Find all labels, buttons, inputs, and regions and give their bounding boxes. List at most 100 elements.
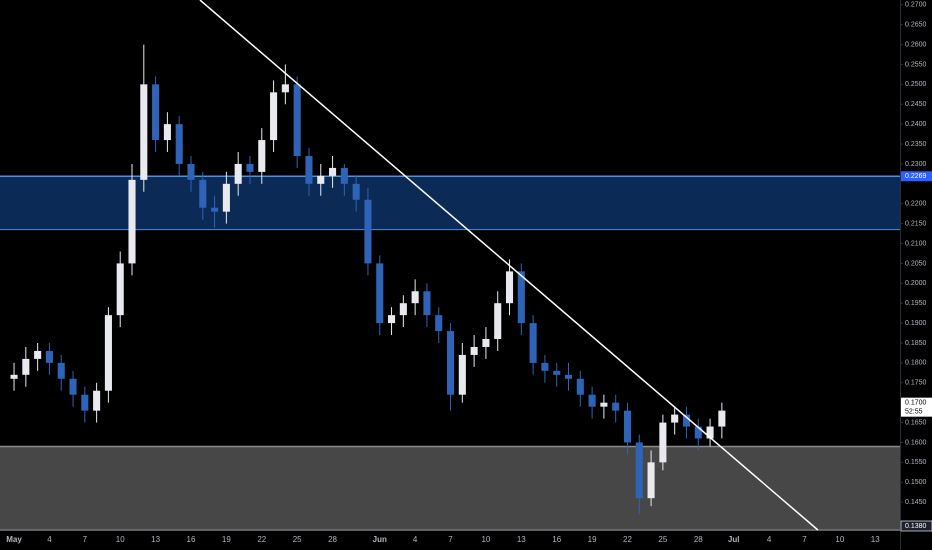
candle-body (364, 199, 372, 264)
y-tick-label: 0.1600 (905, 439, 927, 446)
candle-body (494, 303, 502, 340)
x-tick-label: 4 (767, 535, 772, 544)
y-tick-label: 0.2000 (905, 280, 927, 287)
candle-body (329, 167, 337, 176)
y-tick-label: 0.2050 (905, 260, 927, 267)
x-tick-label: May (6, 535, 22, 544)
candle-body (517, 271, 525, 324)
candle-body (564, 374, 573, 379)
candle-body (34, 350, 42, 359)
candle-body (234, 163, 242, 184)
candle-body (671, 414, 679, 423)
candle-body (600, 402, 608, 407)
candle-body (270, 92, 278, 141)
candle-body (458, 354, 466, 395)
x-tick-label: 25 (293, 535, 302, 544)
candle-body (470, 346, 478, 355)
candle-body (446, 331, 455, 395)
y-tick-label: 0.1900 (905, 320, 927, 327)
y-tick-label: 0.2350 (905, 141, 927, 148)
candle-body (659, 422, 667, 463)
bottom-price-label: 0.1380 (905, 523, 927, 530)
y-tick-label: 0.1500 (905, 479, 927, 486)
candle-body (187, 163, 195, 180)
y-tick-label: 0.2300 (905, 161, 927, 168)
trend-line (199, 0, 819, 531)
y-tick-label: 0.1950 (905, 300, 927, 307)
candle-body (140, 84, 148, 180)
candle-body (541, 362, 549, 371)
candle-body (93, 390, 101, 411)
x-tick-label: 28 (328, 535, 337, 544)
candle-body (423, 291, 431, 316)
y-tick-label: 0.2550 (905, 61, 927, 68)
candle-body (352, 183, 360, 200)
x-tick-label: 22 (257, 535, 266, 544)
countdown-label: 52:55 (905, 409, 923, 416)
y-tick-label: 0.1850 (905, 340, 927, 347)
y-tick-label: 0.2600 (905, 41, 927, 48)
zone (0, 446, 900, 530)
y-tick-label: 0.2450 (905, 101, 927, 108)
x-tick-label: 13 (517, 535, 526, 544)
y-tick-label: 0.2650 (905, 22, 927, 29)
y-tick-label: 0.2100 (905, 240, 927, 247)
candle-body (505, 271, 514, 304)
candle-body (576, 378, 584, 395)
y-tick-label: 0.2150 (905, 220, 927, 227)
candle-body (246, 163, 254, 172)
candle-body (152, 84, 160, 141)
candle-body (175, 124, 183, 164)
x-tick-label: 16 (552, 535, 561, 544)
x-tick-label: 10 (116, 535, 125, 544)
candle-body (281, 84, 289, 93)
last-price-box (901, 397, 932, 417)
x-tick-label: Jun (373, 535, 387, 544)
x-tick-label: 19 (588, 535, 597, 544)
x-tick-label: 7 (83, 535, 88, 544)
x-tick-label: 13 (151, 535, 160, 544)
y-tick-label: 0.1800 (905, 360, 927, 367)
bottom-price-box (900, 520, 932, 532)
x-tick-label: 4 (47, 535, 52, 544)
zone-price-label: 0.2269 (905, 173, 927, 180)
x-tick-label: 13 (871, 535, 880, 544)
candle-body (57, 362, 65, 379)
candle-body (293, 84, 301, 156)
candle-body (435, 315, 443, 332)
candle-body (10, 374, 18, 379)
y-tick-label: 0.1650 (905, 419, 927, 426)
candle-body (222, 183, 230, 212)
candle-body (635, 442, 643, 499)
candle-body (81, 394, 89, 411)
candle-body (199, 179, 207, 208)
x-tick-label: 16 (187, 535, 196, 544)
x-tick-label: 22 (623, 535, 632, 544)
candle-body (116, 263, 124, 316)
candle-body (529, 323, 537, 363)
x-tick-label: 28 (694, 535, 703, 544)
candle-body (682, 414, 691, 427)
candle-body (718, 410, 726, 427)
candle-body (211, 207, 219, 212)
candle-body (340, 167, 348, 184)
candle-body (623, 410, 632, 443)
y-tick-label: 0.2200 (905, 201, 927, 208)
y-tick-label: 0.1550 (905, 459, 927, 466)
x-tick-label: 10 (835, 535, 844, 544)
candle-body (128, 179, 136, 264)
candle-body (388, 315, 396, 324)
candle-body (163, 124, 171, 141)
x-tick-label: 4 (413, 535, 418, 544)
candle-body (104, 315, 112, 391)
candle-body (258, 140, 266, 172)
x-tick-label: 7 (802, 535, 807, 544)
candle-body (647, 462, 655, 499)
candle-body (305, 155, 313, 184)
candle-body (411, 291, 419, 304)
candle-body (612, 402, 620, 411)
candle-body (553, 370, 561, 375)
candle-body (694, 426, 702, 439)
y-tick-label: 0.1450 (905, 499, 927, 506)
zone (0, 176, 900, 230)
